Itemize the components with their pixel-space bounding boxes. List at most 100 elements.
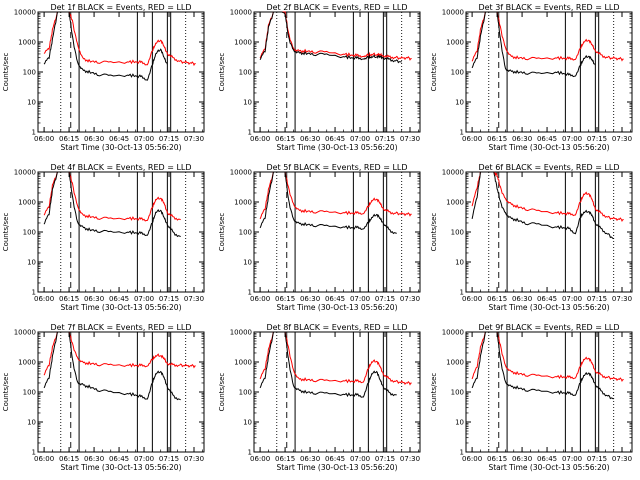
y-axis-label: Counts/sec <box>218 213 226 252</box>
x-tick-label: 06:00 <box>462 295 482 303</box>
x-tick-label: 07:15 <box>587 295 607 303</box>
x-tick-label: 06:00 <box>250 455 270 463</box>
y-tick-label: 10 <box>243 99 252 107</box>
y-tick-label: 10 <box>243 419 252 427</box>
x-tick-label: 06:15 <box>59 455 79 463</box>
chart-panel-4: Det 4f BLACK = Events, RED = LLD 1 10 100 10… <box>2 163 205 312</box>
chart-title: Det 9f BLACK = Events, RED = LLD <box>478 323 619 332</box>
series-line-lld <box>43 171 181 222</box>
chart-panel-7: Det 7f BLACK = Events, RED = LLD 1 10 100 10… <box>2 323 205 472</box>
x-tick-label: 07:30 <box>184 135 204 143</box>
x-tick-label: 06:30 <box>300 135 320 143</box>
y-tick-label: 1 <box>32 289 36 297</box>
x-axis-label: Start Time (30-Oct-13 05:56:20) <box>488 303 609 312</box>
y-tick-label: 1000 <box>446 359 464 367</box>
y-axis-label: Counts/sec <box>218 373 226 412</box>
series-line-events <box>471 331 614 400</box>
x-tick-label: 06:45 <box>537 135 557 143</box>
x-tick-label: 06:30 <box>512 295 532 303</box>
y-tick-label: 10000 <box>442 329 464 337</box>
y-tick-label: 10000 <box>230 169 252 177</box>
y-tick-label: 1000 <box>18 39 36 47</box>
x-tick-label: 06:15 <box>275 135 295 143</box>
y-tick-label: 1 <box>460 449 464 457</box>
x-tick-label: 07:15 <box>587 135 607 143</box>
series-line-lld <box>43 331 196 376</box>
x-tick-label: 06:00 <box>34 295 54 303</box>
y-tick-label: 10 <box>455 419 464 427</box>
x-tick-label: 07:00 <box>562 135 582 143</box>
series-line-lld <box>259 171 412 220</box>
x-tick-label: 06:15 <box>487 135 507 143</box>
chart-panel-2: Det 2f BLACK = Events, RED = LLD 1 10 100 10… <box>218 3 421 152</box>
series-line-events <box>43 331 181 401</box>
y-tick-label: 1000 <box>234 39 252 47</box>
y-tick-label: 10000 <box>230 329 252 337</box>
x-axis-label: Start Time (30-Oct-13 05:56:20) <box>60 463 181 472</box>
series-line-lld <box>259 11 412 61</box>
y-tick-label: 10 <box>27 419 36 427</box>
x-tick-label: 06:15 <box>59 135 79 143</box>
x-tick-label: 07:15 <box>375 295 395 303</box>
y-tick-label: 1000 <box>446 199 464 207</box>
x-axis-label: Start Time (30-Oct-13 05:56:20) <box>276 463 397 472</box>
y-tick-label: 10 <box>27 99 36 107</box>
x-tick-label: 07:00 <box>562 455 582 463</box>
y-tick-label: 1000 <box>234 359 252 367</box>
chart-title: Det 2f BLACK = Events, RED = LLD <box>266 3 407 12</box>
x-tick-label: 06:15 <box>487 455 507 463</box>
y-axis-label: Counts/sec <box>2 213 10 252</box>
x-tick-label: 07:15 <box>375 455 395 463</box>
y-tick-label: 1 <box>248 129 252 137</box>
x-axis-label: Start Time (30-Oct-13 05:56:20) <box>488 143 609 152</box>
x-tick-label: 06:45 <box>325 455 345 463</box>
x-axis-label: Start Time (30-Oct-13 05:56:20) <box>60 143 181 152</box>
x-tick-label: 07:15 <box>159 135 179 143</box>
chart-title: Det 4f BLACK = Events, RED = LLD <box>50 163 191 172</box>
x-tick-label: 06:45 <box>325 295 345 303</box>
y-tick-label: 10000 <box>14 9 36 17</box>
x-tick-label: 07:30 <box>612 135 632 143</box>
x-tick-label: 06:15 <box>487 295 507 303</box>
y-axis-label: Counts/sec <box>430 213 438 252</box>
chart-title: Det 3f BLACK = Events, RED = LLD <box>478 3 619 12</box>
y-tick-label: 10 <box>243 259 252 267</box>
x-tick-label: 07:15 <box>159 295 179 303</box>
y-axis-label: Counts/sec <box>2 373 10 412</box>
x-tick-label: 06:00 <box>34 135 54 143</box>
x-tick-label: 07:00 <box>350 455 370 463</box>
plot-frame <box>253 331 421 453</box>
chart-panel-6: Det 6f BLACK = Events, RED = LLD 1 10 100 10… <box>430 163 633 312</box>
y-tick-label: 100 <box>451 389 464 397</box>
chart-title: Det 8f BLACK = Events, RED = LLD <box>266 323 407 332</box>
plot-frame <box>253 171 421 293</box>
x-tick-label: 07:00 <box>562 295 582 303</box>
y-tick-label: 100 <box>451 229 464 237</box>
x-tick-label: 06:00 <box>462 455 482 463</box>
plot-frame <box>253 11 421 133</box>
y-tick-label: 1 <box>32 129 36 137</box>
x-tick-label: 07:30 <box>184 295 204 303</box>
series-line-events <box>43 171 181 238</box>
y-tick-label: 100 <box>23 389 36 397</box>
x-tick-label: 07:00 <box>134 295 154 303</box>
x-tick-label: 07:15 <box>587 455 607 463</box>
y-tick-label: 100 <box>23 229 36 237</box>
y-tick-label: 100 <box>23 69 36 77</box>
y-tick-label: 1 <box>248 449 252 457</box>
series-line-events <box>259 171 397 235</box>
x-tick-label: 06:45 <box>109 295 129 303</box>
y-tick-label: 100 <box>239 389 252 397</box>
x-tick-label: 06:45 <box>325 135 345 143</box>
series-line-lld <box>43 11 196 67</box>
series-line-lld <box>259 331 412 386</box>
x-tick-label: 06:15 <box>275 295 295 303</box>
y-tick-label: 100 <box>451 69 464 77</box>
y-axis-label: Counts/sec <box>430 53 438 92</box>
y-tick-label: 10 <box>27 259 36 267</box>
chart-title: Det 1f BLACK = Events, RED = LLD <box>50 3 191 12</box>
series-line-lld <box>471 11 624 62</box>
y-tick-label: 100 <box>239 229 252 237</box>
x-tick-label: 07:30 <box>184 455 204 463</box>
